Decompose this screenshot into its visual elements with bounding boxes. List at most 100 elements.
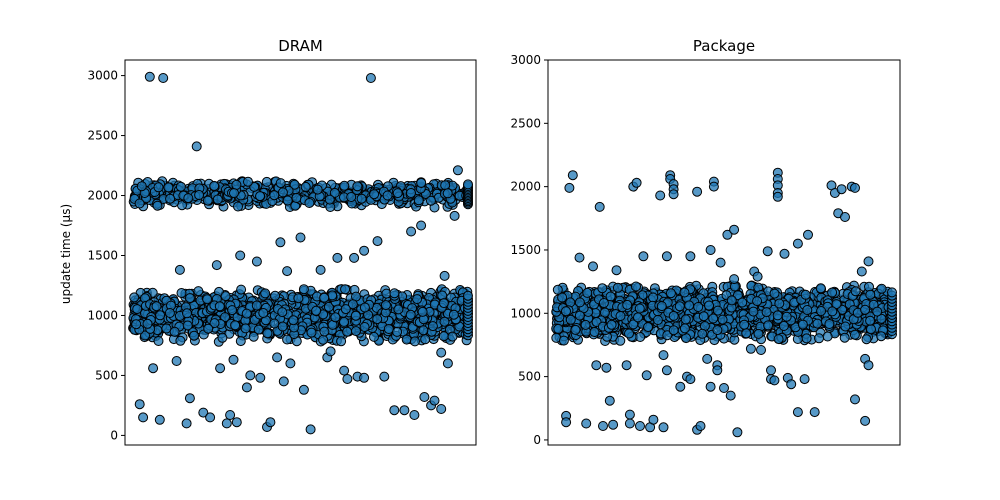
scatter-point [217,332,228,343]
scatter-point [241,382,252,393]
scatter-point [684,300,695,311]
scatter-point [278,376,289,387]
scatter-point [169,326,180,337]
scatter-point [624,328,634,339]
scatter-point [420,334,431,345]
scatter-point [635,421,645,431]
scatter-point [138,412,149,423]
scatter-point [438,331,449,342]
scatter-point [816,306,827,316]
scatter-point [648,414,659,425]
scatter-point [380,300,391,311]
y-tick-label: 1500 [87,248,118,262]
scatter-point [298,384,309,395]
scatter-point [134,399,145,410]
scatter-point [567,170,578,181]
scatter-point [866,324,876,335]
scatter-point [661,365,672,376]
scatter-point [175,335,186,346]
scatter-point [258,308,269,318]
scatter-point [332,252,343,263]
scatter-point [876,331,887,342]
scatter-point [648,292,659,303]
scatter-point [449,210,460,221]
scatter-point [611,265,622,276]
scatter-point [732,427,743,438]
y-tick-label: 1000 [87,308,118,322]
scatter-point [148,363,159,374]
scatter-point [182,308,192,319]
scatter-point [674,301,685,312]
scatter-point [661,251,672,262]
scatter-point [346,192,357,202]
scatter-point [635,332,646,342]
scatter-point [175,181,186,192]
scatter-point [349,252,360,263]
scatter-point [295,232,306,243]
scatter-point [708,313,719,324]
scatter-point [827,287,838,298]
scatter-point [786,379,797,390]
scatter-point [426,195,436,206]
chart-title-dram: DRAM [278,37,323,55]
scatter-point [393,304,404,315]
scatter-point [665,288,676,299]
scatter-point [863,360,874,371]
scatter-point [416,220,427,231]
scatter-point [142,318,153,329]
scatter-point [231,417,242,428]
y-tick-label: 2000 [510,180,541,194]
scatter-point [336,336,347,347]
scatter-point [329,187,340,198]
scatter-point [622,299,633,310]
scatter-point [606,319,617,330]
scatter-point [227,305,238,316]
scatter-point [604,395,615,406]
scatter-point [132,304,143,315]
scatter-point [261,176,272,187]
scatter-point [779,248,790,259]
scatter-point [773,334,784,345]
scatter-point [668,310,679,321]
scatter-point [615,311,626,321]
scatter-point [351,326,361,337]
scatter-point [624,418,635,429]
scatter-point [193,286,204,297]
scatter-point [330,312,341,323]
scatter-point [860,304,871,315]
scatter-point [153,182,164,193]
scatter-point [350,310,361,321]
scatter-point [799,374,810,385]
scatter-point [171,356,182,366]
scatter-point [631,281,641,292]
scatter-point [745,343,756,354]
scatter-point [553,323,564,334]
scatter-point [581,418,592,429]
scatter-point [211,260,222,271]
scatter-point [658,350,669,361]
scatter-point [574,310,585,321]
scatter-point [872,306,883,317]
scatter-point [245,370,256,381]
scatter-point [230,320,241,331]
scatter-point [369,189,380,200]
scatter-point [269,318,280,329]
scatter-points-package [551,167,897,438]
scatter-point [769,288,780,299]
scatter-point [151,301,162,312]
scatter-point [705,245,716,255]
scatter-point [419,392,430,402]
scatter-point [191,141,202,152]
scatter-point [840,321,851,332]
y-axis-label-dram: update time (μs) [59,204,73,304]
scatter-point [763,320,774,331]
scatter-point [580,319,591,330]
scatter-point [705,381,716,392]
scatter-point [225,410,236,420]
scatter-point [154,414,165,425]
scatter-point [340,284,351,295]
scatter-point [285,358,296,369]
scatter-point [574,297,585,308]
scatter-point [594,201,605,212]
